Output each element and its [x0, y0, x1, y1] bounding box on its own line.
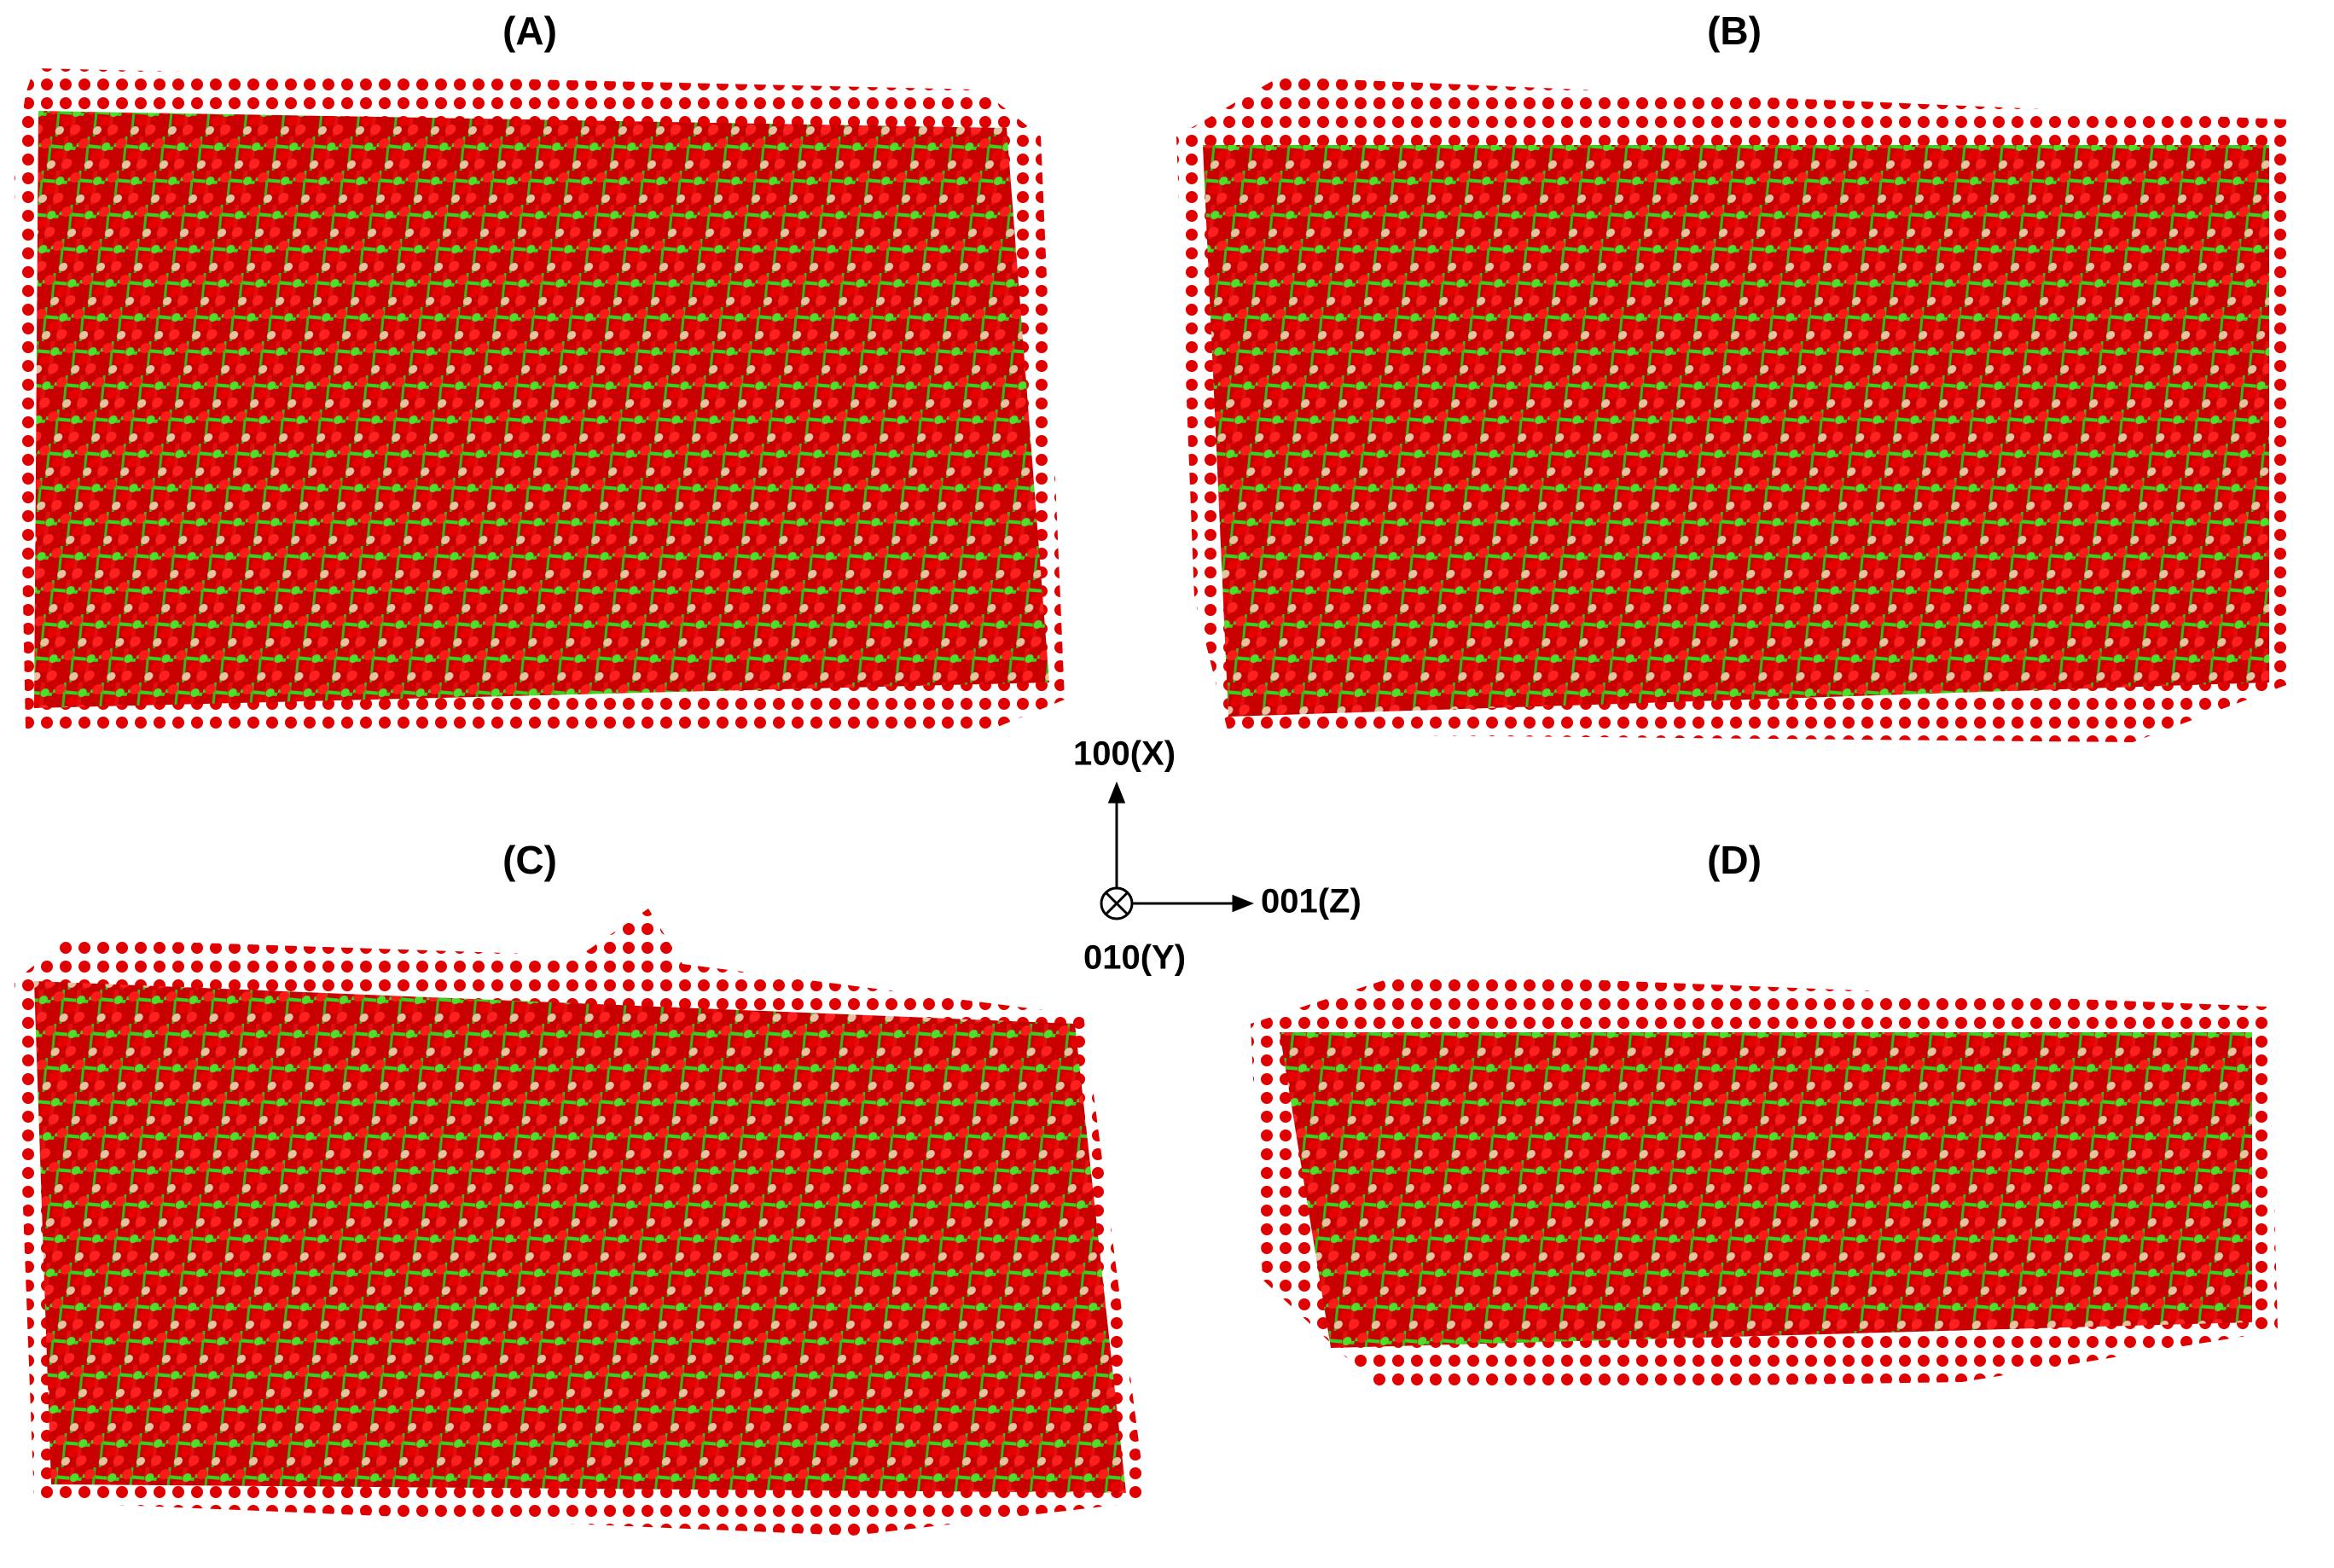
panel-label: (B) — [1707, 9, 1762, 53]
axis-indicator — [1100, 781, 1255, 920]
panel-label: (A) — [502, 9, 557, 53]
panel-label: (C) — [502, 838, 557, 882]
axis-label: 100(X) — [1073, 735, 1176, 773]
structure-c — [15, 909, 1147, 1536]
structure-d — [1251, 973, 2278, 1391]
panel-label: (D) — [1707, 838, 1762, 882]
axis-label: 001(Z) — [1261, 883, 1362, 920]
structure-a — [15, 68, 1065, 734]
axis-label: 010(Y) — [1083, 939, 1186, 977]
structure-b — [1176, 77, 2293, 742]
